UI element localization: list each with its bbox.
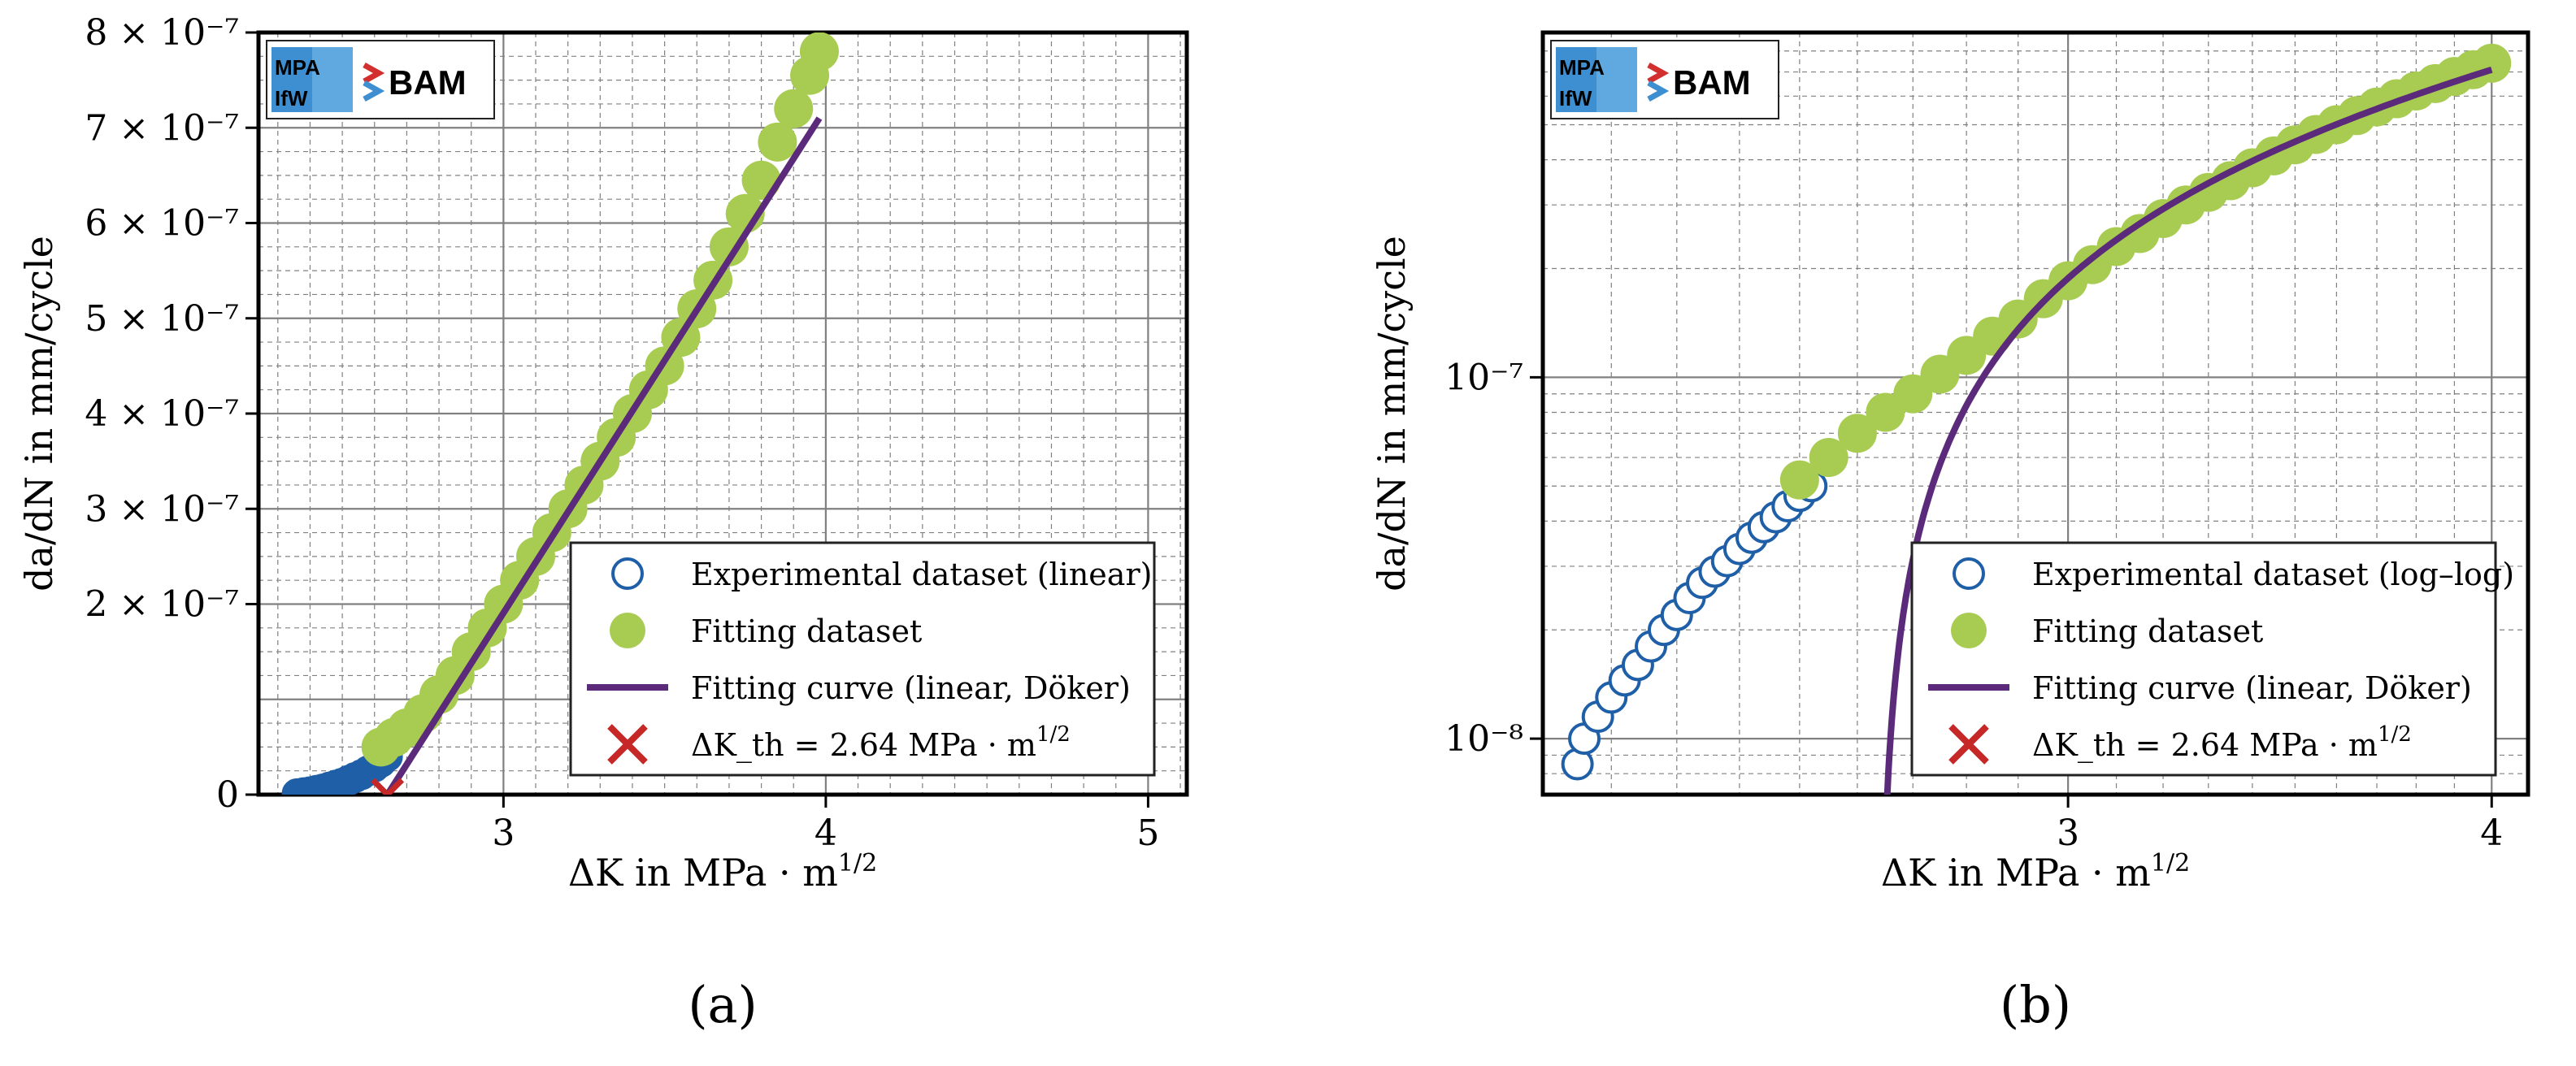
legend-label: Experimental dataset (log–log) [2032, 557, 2514, 592]
bam-chevron-red-icon [1647, 62, 1670, 84]
y-tick-label: 0 [216, 774, 239, 816]
bam-logo-text: BAM [1673, 63, 1751, 102]
legend-label: ΔK_th = 2.64 MPa · m1/2 [691, 722, 1071, 764]
fitting-point [799, 32, 839, 72]
fitting-point [1866, 392, 1905, 432]
x-tick-label: 3 [2057, 812, 2079, 854]
ifw-logo-text: IfW [275, 86, 308, 110]
bam-chevron-blue-icon [1647, 80, 1670, 102]
legend: Experimental dataset (linear) Fitting dat… [569, 541, 1156, 777]
ifw-logo-block [1596, 47, 1637, 112]
ifw-logo-block [312, 47, 353, 112]
panel-a-chart: 3 4 5 0 2 × 10⁻⁷ 3 × 10⁻⁷ 4 × 10⁻⁷ 5 × 10⁻⁷ 6 × … [17, 12, 1189, 1034]
threshold-marker [371, 778, 405, 795]
fitting-point [1837, 414, 1877, 453]
fitting-point [1893, 374, 1933, 414]
panel-label: (b) [2000, 975, 2071, 1034]
y-tick-label: 4 × 10⁻⁷ [85, 393, 239, 435]
series-experimental [1561, 470, 1828, 781]
legend-label: ΔK_th = 2.64 MPa · m1/2 [2032, 722, 2412, 764]
mpa-logo-block [1556, 47, 1596, 112]
x-axis-label: ΔK in MPa · m1/2 [1881, 849, 2190, 895]
x-tick-label: 5 [1136, 812, 1159, 854]
panel-label: (a) [688, 975, 757, 1034]
plot-area [1561, 43, 2512, 795]
fitting-point [741, 160, 781, 200]
y-tick-label: 6 × 10⁻⁷ [85, 203, 239, 245]
y-axis-label: da/dN in mm/cycle [17, 236, 61, 592]
x-tick-label: 4 [815, 812, 837, 854]
legend-label: Fitting dataset [2032, 613, 2263, 649]
legend: Experimental dataset (log–log) Fitting da… [1910, 541, 2514, 777]
ifw-logo-text: IfW [1559, 86, 1592, 110]
logo: MPA IfW BAM [1550, 40, 1779, 119]
legend-fitting-marker [610, 613, 645, 648]
legend-label: Experimental dataset (linear) [691, 557, 1152, 592]
mpa-logo-text: MPA [275, 55, 320, 80]
legend-fitting-marker [1951, 613, 1987, 648]
bam-chevron-blue-icon [363, 80, 385, 102]
fitting-point [1779, 460, 1819, 500]
legend-threshold-marker [1948, 724, 1989, 765]
bam-chevron-red-icon [363, 62, 385, 84]
fitting-curve-line [384, 116, 823, 795]
mpa-logo-text: MPA [1559, 55, 1605, 80]
legend-experimental-marker [1953, 557, 1985, 590]
series-fitting [1779, 43, 2512, 500]
legend-label: Fitting dataset [691, 613, 922, 649]
y-tick-label: 5 × 10⁻⁷ [85, 298, 239, 340]
y-tick-label: 8 × 10⁻⁷ [85, 12, 239, 54]
fitting-point [709, 227, 749, 266]
plot-area [281, 32, 839, 795]
y-tick-label: 10⁻⁸ [1444, 718, 1523, 760]
x-axis-label: ΔK in MPa · m1/2 [568, 849, 877, 895]
y-tick-label: 10⁻⁷ [1444, 357, 1523, 398]
mpa-logo-block [272, 47, 312, 112]
fitting-point [758, 122, 797, 162]
series-experimental [281, 741, 403, 795]
x-tick-label: 3 [492, 812, 515, 854]
bam-logo-text: BAM [389, 63, 467, 102]
fitting-point [1809, 438, 1848, 478]
legend-frame [569, 541, 1156, 777]
x-tick-label: 4 [2480, 812, 2503, 854]
plot-frame [1540, 30, 2530, 797]
y-axis-label: da/dN in mm/cycle [1370, 236, 1414, 592]
legend-threshold-marker [607, 724, 648, 765]
fitting-point [774, 89, 814, 128]
fitting-curve-line [1883, 66, 2493, 795]
y-tick-label: 7 × 10⁻⁷ [85, 107, 239, 149]
logo: MPA IfW BAM [266, 40, 495, 119]
legend-label: Fitting curve (linear, Döker) [2032, 670, 2472, 706]
legend-label: Fitting curve (linear, Döker) [691, 670, 1131, 706]
legend-frame [1910, 541, 2497, 777]
panel-b-chart: 3 4 10⁻⁸ 10⁻⁷ ΔK in MPa · m1/2 da/dN in mm/cy… [1370, 30, 2530, 1034]
y-tick-label: 2 × 10⁻⁷ [85, 584, 239, 626]
legend-experimental-marker [611, 557, 644, 590]
y-tick-label: 3 × 10⁻⁷ [85, 488, 239, 530]
